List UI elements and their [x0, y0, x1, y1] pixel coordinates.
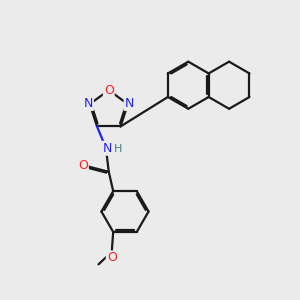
Text: O: O	[107, 251, 117, 264]
Text: H: H	[114, 144, 122, 154]
Text: O: O	[78, 158, 88, 172]
Text: N: N	[84, 97, 93, 110]
Text: O: O	[104, 84, 114, 97]
Text: N: N	[103, 142, 112, 155]
Text: N: N	[124, 97, 134, 110]
